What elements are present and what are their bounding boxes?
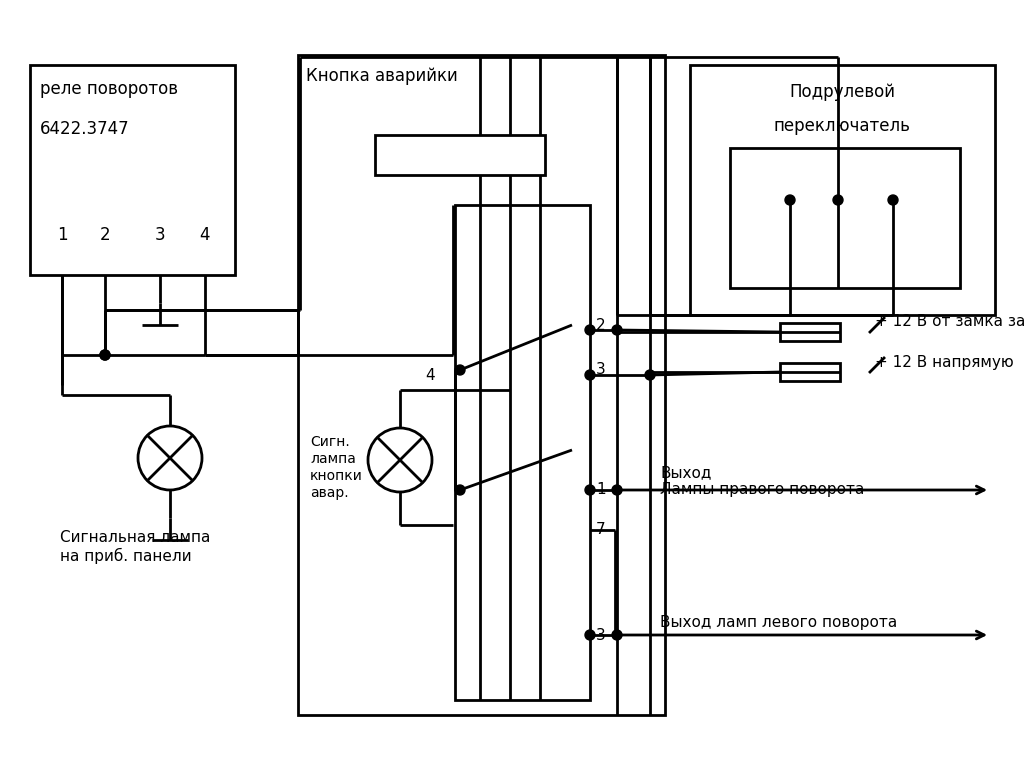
Circle shape — [585, 325, 595, 335]
Circle shape — [645, 370, 655, 380]
Circle shape — [612, 325, 622, 335]
Text: + 12 В напрямую: + 12 В напрямую — [874, 355, 1014, 369]
Circle shape — [888, 195, 898, 205]
Circle shape — [585, 485, 595, 495]
Bar — [30, 65, 234, 275]
Text: 1: 1 — [596, 482, 605, 498]
Text: Сигн.: Сигн. — [310, 435, 350, 449]
Text: 2: 2 — [99, 226, 111, 244]
Text: 1: 1 — [56, 226, 68, 244]
Text: 3: 3 — [596, 362, 606, 378]
Circle shape — [612, 485, 622, 495]
Circle shape — [833, 195, 843, 205]
Circle shape — [585, 630, 595, 640]
Text: 7: 7 — [596, 522, 605, 538]
Circle shape — [100, 350, 110, 360]
Text: Лампы правого поворота: Лампы правого поворота — [660, 482, 864, 497]
Bar — [690, 65, 995, 315]
Circle shape — [785, 195, 795, 205]
Text: Сигнальная лампа
на приб. панели: Сигнальная лампа на приб. панели — [60, 530, 210, 564]
Circle shape — [585, 370, 595, 380]
Text: Кнопка аварийки: Кнопка аварийки — [306, 67, 458, 85]
Text: 3: 3 — [596, 627, 606, 643]
Text: переключатель: переключатель — [773, 117, 910, 135]
Circle shape — [455, 485, 465, 495]
Circle shape — [612, 630, 622, 640]
Text: реле поворотов: реле поворотов — [40, 80, 178, 98]
Bar — [298, 55, 665, 715]
Circle shape — [455, 365, 465, 375]
Text: кнопки: кнопки — [310, 469, 362, 483]
Bar — [730, 148, 961, 288]
Text: 4: 4 — [200, 226, 210, 244]
Text: Выход: Выход — [660, 465, 712, 480]
Circle shape — [138, 426, 202, 490]
Text: Подрулевой: Подрулевой — [790, 83, 895, 101]
Bar — [780, 363, 840, 381]
Text: лампа: лампа — [310, 452, 356, 466]
Bar — [455, 205, 590, 700]
Circle shape — [368, 428, 432, 492]
Text: + 12 В от замка зажиг.: + 12 В от замка зажиг. — [874, 315, 1024, 329]
Text: 4: 4 — [425, 368, 435, 382]
Text: 6422.3747: 6422.3747 — [40, 120, 130, 138]
Circle shape — [100, 350, 110, 360]
Bar — [375, 135, 545, 175]
Text: 3: 3 — [155, 226, 165, 244]
Bar — [780, 323, 840, 341]
Text: авар.: авар. — [310, 486, 348, 500]
Text: Выход ламп левого поворота: Выход ламп левого поворота — [660, 614, 897, 630]
Text: 2: 2 — [596, 317, 605, 333]
